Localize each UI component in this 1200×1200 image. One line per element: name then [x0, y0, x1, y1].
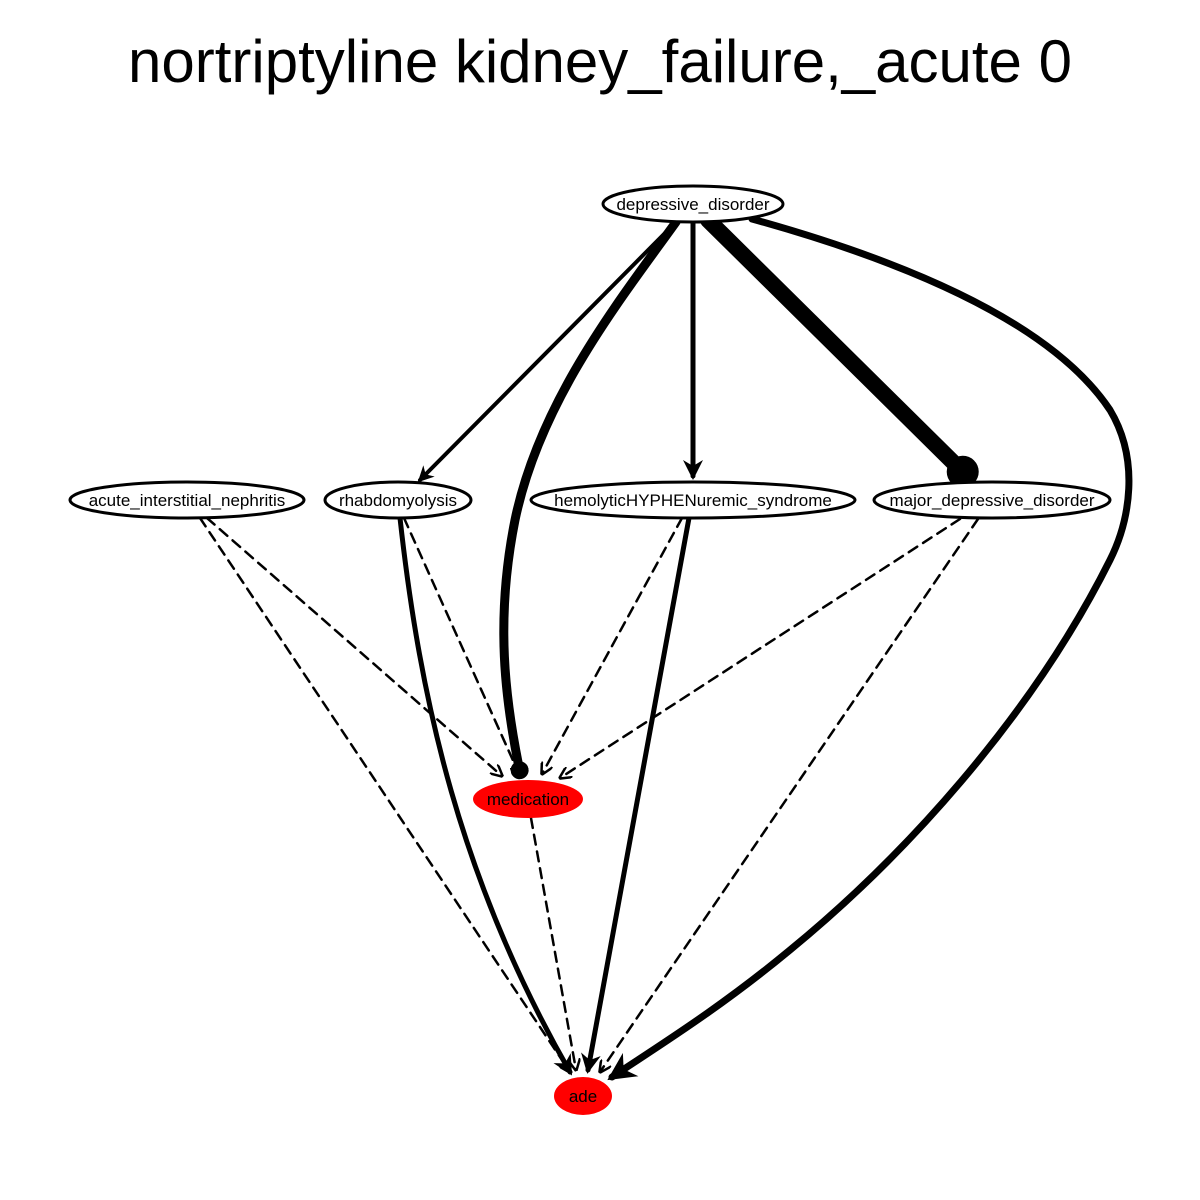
node-label: acute_interstitial_nephritis — [89, 491, 286, 510]
edge-major-depressive-disorder-to-medication — [560, 517, 962, 778]
node-label: major_depressive_disorder — [889, 491, 1094, 510]
node-label: hemolyticHYPHENuremic_syndrome — [554, 491, 832, 510]
node-shape — [473, 780, 583, 818]
edge-medication-to-ade — [529, 816, 576, 1070]
edge-depressive-disorder-to-major-depressive-disorder — [700, 212, 979, 488]
node-label: ade — [569, 1087, 597, 1106]
node-ade: ade — [554, 1077, 612, 1115]
node-depressive-disorder: depressive_disorder — [601, 184, 785, 224]
nodes-layer: depressive_disorder acute_interstitial_ne… — [68, 184, 1112, 1115]
edge-depressive-disorder-to-medication — [499, 217, 681, 780]
node-rhabdomyolysis: rhabdomyolysis — [323, 480, 473, 520]
node-label: depressive_disorder — [616, 195, 769, 214]
node-hemolytic-uremic-syndrome: hemolyticHYPHENuremic_syndrome — [529, 480, 857, 520]
node-shape — [68, 480, 306, 520]
node-shape — [323, 480, 473, 520]
node-major-depressive-disorder: major_depressive_disorder — [872, 480, 1112, 520]
edge-hemolytic-uremic-syndrome-to-ade — [581, 515, 692, 1074]
node-label: medication — [487, 790, 569, 809]
edge-rhabdomyolysis-to-medication — [402, 516, 520, 776]
node-shape — [601, 184, 785, 224]
node-shape — [529, 480, 857, 520]
diagram-title: nortriptyline kidney_failure,_acute 0 — [128, 28, 1072, 95]
node-medication: medication — [473, 780, 583, 818]
edge-hemolytic-uremic-syndrome-to-medication — [542, 516, 684, 774]
node-acute-interstitial-nephritis: acute_interstitial_nephritis — [68, 480, 306, 520]
node-label: rhabdomyolysis — [339, 491, 457, 510]
edge-acute-interstitial-nephritis-to-medication — [205, 516, 502, 776]
edge-rhabdomyolysis-to-ade — [397, 515, 573, 1076]
node-shape — [554, 1077, 612, 1115]
edge-depressive-disorder-to-rhabdomyolysis — [417, 220, 678, 483]
edge-depressive-disorder-to-ade — [607, 215, 1133, 1081]
node-shape — [872, 480, 1112, 520]
edges-layer — [198, 212, 1133, 1081]
edge-acute-interstitial-nephritis-to-ade — [198, 516, 570, 1072]
edge-major-depressive-disorder-to-ade — [600, 517, 980, 1072]
